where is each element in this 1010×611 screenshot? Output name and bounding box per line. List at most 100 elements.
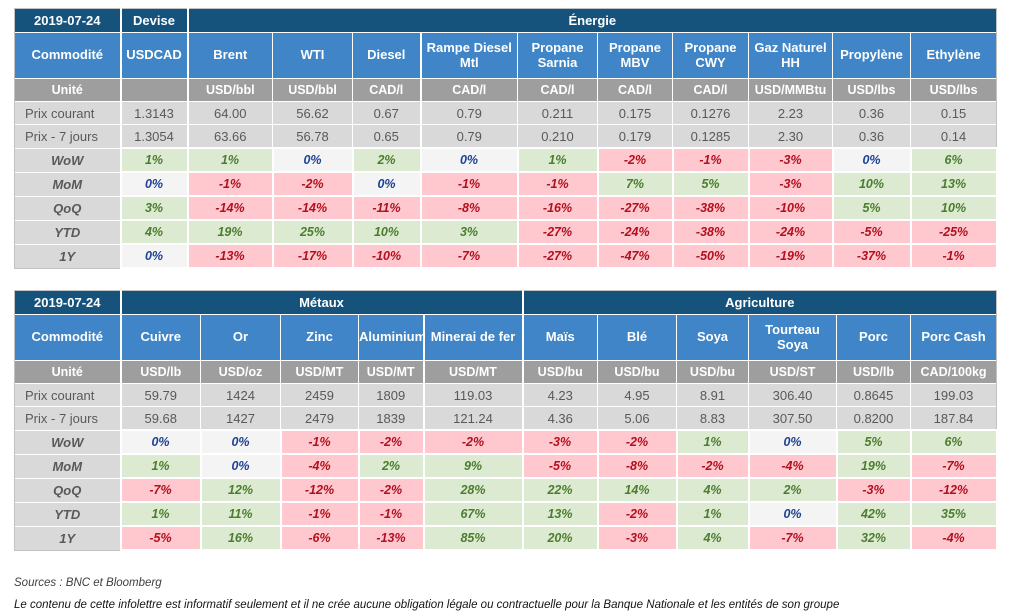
change-cell: -6%: [279, 525, 360, 551]
change-cell: -19%: [747, 243, 834, 269]
unit-cell: USD/lbs: [832, 78, 911, 102]
change-cell: -2%: [422, 429, 524, 455]
column-group-header: Énergie: [186, 8, 997, 33]
change-cell: 16%: [199, 525, 282, 551]
change-cell: -24%: [747, 219, 834, 245]
previous-price-cell: 2479: [280, 406, 359, 431]
change-cell: 0%: [271, 147, 354, 173]
current-price-cell: 2459: [280, 383, 359, 407]
change-cell: -47%: [596, 243, 674, 269]
change-cell: 1%: [186, 147, 274, 173]
change-cell: -2%: [357, 429, 425, 455]
table-row: Prix courant 59.79 1424 2459 1809 119.03 4.23 4…: [14, 383, 998, 407]
table-row: QoQ 3% -14% -14% -11% -8% -16% -27% -38% -10% 5% 10…: [14, 195, 998, 221]
change-cell: 1%: [119, 147, 189, 173]
period-row-label: MoM: [14, 454, 122, 479]
change-cell: 0%: [747, 501, 838, 527]
change-cell: -8%: [419, 195, 519, 221]
change-cell: -37%: [831, 243, 912, 269]
change-cell: -4%: [909, 525, 998, 551]
change-cell: 0%: [419, 147, 519, 173]
unit-cell: USD/lb: [119, 360, 201, 384]
current-price-cell: 4.23: [521, 383, 598, 407]
period-row-label: WoW: [14, 430, 122, 455]
previous-price-cell: 0.36: [832, 124, 911, 149]
commodity-column-header: Propylène: [832, 32, 911, 79]
commodity-column-header: Rampe Diesel Mtl: [419, 32, 518, 79]
change-cell: 85%: [422, 525, 524, 551]
previous-price-cell: 1.3054: [119, 124, 188, 149]
change-cell: 2%: [351, 147, 422, 173]
table-date: 2019-07-24: [14, 8, 122, 33]
period-row-label: YTD: [14, 502, 122, 527]
change-cell: 0%: [199, 429, 282, 455]
current-price-cell: 306.40: [748, 383, 837, 407]
previous-price-cell: 56.78: [272, 124, 353, 149]
table-row: Commodité USDCAD Brent WTI Diesel Rampe Diese…: [14, 32, 998, 79]
commodity-column-header: Propane CWY: [672, 32, 749, 79]
table-row: 1Y 0% -13% -17% -10% -7% -27% -47% -50% -19% -37% -…: [14, 243, 998, 269]
commodity-column-header: Diesel: [352, 32, 421, 79]
change-cell: 12%: [199, 477, 282, 503]
change-cell: -14%: [271, 195, 354, 221]
unit-cell: USD/oz: [200, 360, 281, 384]
unit-cell: CAD/l: [597, 78, 673, 102]
change-cell: 42%: [835, 501, 912, 527]
change-cell: 6%: [909, 429, 998, 455]
current-price-cell: 199.03: [910, 383, 998, 407]
previous-price-cell: 187.84: [910, 406, 998, 431]
change-cell: 0%: [119, 171, 189, 197]
change-cell: 6%: [909, 147, 998, 173]
commodity-column-header: Propane Sarnia: [517, 32, 598, 79]
commodity-column-header: Or: [200, 314, 281, 361]
change-cell: -2%: [271, 171, 354, 197]
change-cell: 2%: [357, 453, 425, 479]
change-cell: -3%: [521, 429, 599, 455]
table-row: Prix courant 1.3143 64.00 56.62 0.67 0.79 0.21…: [14, 101, 998, 125]
previous-price-cell: 307.50: [748, 406, 837, 431]
previous-price-cell: 2.30: [748, 124, 833, 149]
change-cell: 5%: [835, 429, 912, 455]
current-price-cell: 4.95: [597, 383, 677, 407]
unit-cell: CAD/l: [352, 78, 421, 102]
unit-cell: USD/lb: [836, 360, 911, 384]
change-cell: -1%: [357, 501, 425, 527]
change-cell: -5%: [831, 219, 912, 245]
change-cell: -4%: [747, 453, 838, 479]
period-row-label: 1Y: [14, 526, 122, 551]
change-cell: -14%: [186, 195, 274, 221]
change-cell: -27%: [596, 195, 674, 221]
previous-price-cell: 0.79: [419, 124, 518, 149]
change-cell: -5%: [119, 525, 202, 551]
current-price-cell: 119.03: [422, 383, 523, 407]
previous-price-cell: 121.24: [422, 406, 523, 431]
change-cell: 5%: [671, 171, 750, 197]
change-cell: 28%: [422, 477, 524, 503]
column-group-header: Devise: [119, 8, 188, 33]
sources-note: Sources : BNC et Bloomberg: [14, 577, 162, 589]
change-cell: 20%: [521, 525, 599, 551]
change-cell: -25%: [909, 219, 998, 245]
table-row: WoW 0% 0% -1% -2% -2% -3% -2% 1% 0% 5% 6%: [14, 429, 998, 455]
change-cell: 0%: [747, 429, 838, 455]
unit-cell: CAD/l: [517, 78, 598, 102]
change-cell: 1%: [516, 147, 599, 173]
commodity-column-header: Ethylène: [910, 32, 998, 79]
change-cell: -7%: [119, 477, 202, 503]
energy-price-table: 2019-07-24 Devise Énergie Commodité USDCAD Br…: [14, 8, 998, 269]
change-cell: 1%: [675, 501, 750, 527]
table-row: YTD 4% 19% 25% 10% 3% -27% -24% -38% -24% -5% -25%: [14, 219, 998, 245]
period-row-label: 1Y: [14, 244, 122, 269]
period-row-label: WoW: [14, 148, 122, 173]
change-cell: -1%: [516, 171, 599, 197]
commodity-column-header: Gaz Naturel HH: [748, 32, 833, 79]
change-cell: -12%: [909, 477, 998, 503]
price-row-label: Prix - 7 jours: [14, 124, 121, 149]
change-cell: 7%: [596, 171, 674, 197]
previous-price-cell: 0.1285: [672, 124, 749, 149]
commodity-column-header: Maïs: [521, 314, 598, 361]
commodity-column-header: Minerai de fer: [422, 314, 523, 361]
column-group-header: Métaux: [119, 290, 523, 315]
current-price-cell: 0.36: [832, 101, 911, 125]
current-price-cell: 0.1276: [672, 101, 749, 125]
